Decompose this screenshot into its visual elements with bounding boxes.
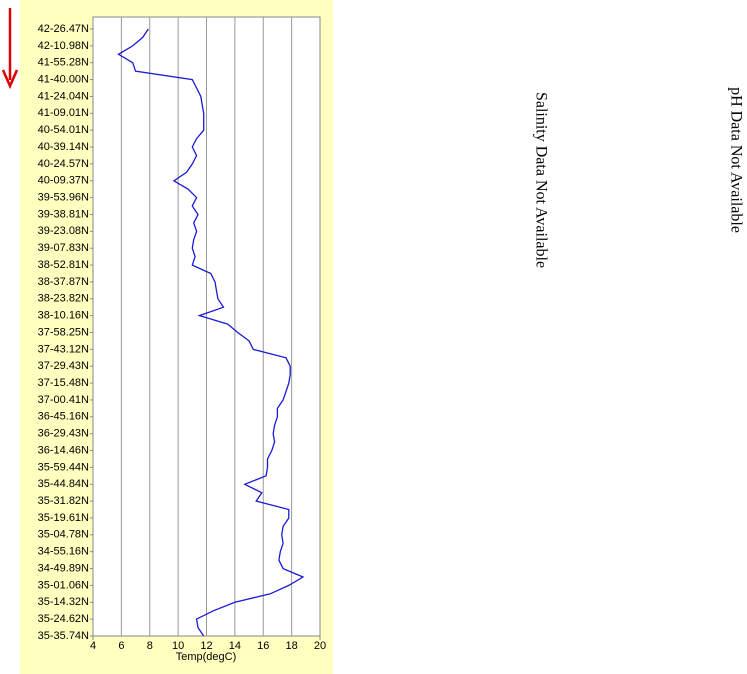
x-tick-label: 18 <box>286 640 298 652</box>
y-tick-label: 42-26.47N <box>38 23 89 35</box>
y-tick-label: 39-38.81N <box>38 208 89 220</box>
y-tick-label: 35-04.78N <box>38 529 89 541</box>
y-tick-label: 37-15.48N <box>38 377 89 389</box>
data-line <box>117 28 305 637</box>
x-tick-label: 14 <box>229 640 241 652</box>
y-tick-label: 41-09.01N <box>38 107 89 119</box>
y-tick-label: 40-54.01N <box>38 124 89 136</box>
y-tick-label: 35-14.32N <box>38 596 89 608</box>
y-tick-label: 41-55.28N <box>38 57 89 69</box>
y-tick-label: 37-00.41N <box>38 394 89 406</box>
y-tick-label: 35-59.44N <box>38 461 89 473</box>
y-tick-label: 40-39.14N <box>38 141 89 153</box>
y-tick-label: 39-07.83N <box>38 242 89 254</box>
y-tick-label: 36-45.16N <box>38 411 89 423</box>
y-tick-label: 35-31.82N <box>38 495 89 507</box>
x-tick-label: 10 <box>172 640 184 652</box>
y-tick-label: 38-23.82N <box>38 293 89 305</box>
y-tick-label: 34-49.89N <box>38 562 89 574</box>
x-tick-label: 16 <box>257 640 269 652</box>
y-tick-label: 38-37.87N <box>38 276 89 288</box>
x-axis-label: Temp(degC) <box>176 651 237 663</box>
x-tick-label: 20 <box>314 640 326 652</box>
y-tick-label: 37-58.25N <box>38 326 89 338</box>
y-tick-label: 39-23.08N <box>38 225 89 237</box>
annotation: pH Data Not Available <box>727 87 744 233</box>
y-tick-label: 39-53.96N <box>38 192 89 204</box>
x-tick-label: 12 <box>200 640 212 652</box>
y-tick-label: 38-52.81N <box>38 259 89 271</box>
y-tick-label: 35-44.84N <box>38 478 89 490</box>
y-tick-label: 36-14.46N <box>38 444 89 456</box>
y-tick-label: 35-19.61N <box>38 512 89 524</box>
y-tick-label: 36-29.43N <box>38 428 89 440</box>
x-tick-label: 6 <box>118 640 124 652</box>
x-tick-label: 8 <box>147 640 153 652</box>
x-tick-label: 4 <box>90 640 96 652</box>
y-tick-label: 37-29.43N <box>38 360 89 372</box>
annotation: Salinity Data Not Available <box>532 92 549 268</box>
y-tick-label: 35-01.06N <box>38 579 89 591</box>
y-tick-label: 42-10.98N <box>38 40 89 52</box>
y-tick-label: 41-24.04N <box>38 90 89 102</box>
y-tick-label: 35-24.62N <box>38 613 89 625</box>
y-tick-label: 41-40.00N <box>38 73 89 85</box>
y-tick-label: 38-10.16N <box>38 310 89 322</box>
y-tick-label: 40-24.57N <box>38 158 89 170</box>
direction-arrow-head <box>1 69 19 90</box>
y-tick-label: 34-55.16N <box>38 546 89 558</box>
y-tick-label: 37-43.12N <box>38 343 89 355</box>
y-tick-label: 40-09.37N <box>38 175 89 187</box>
y-tick-label: 35-35.74N <box>38 630 89 642</box>
